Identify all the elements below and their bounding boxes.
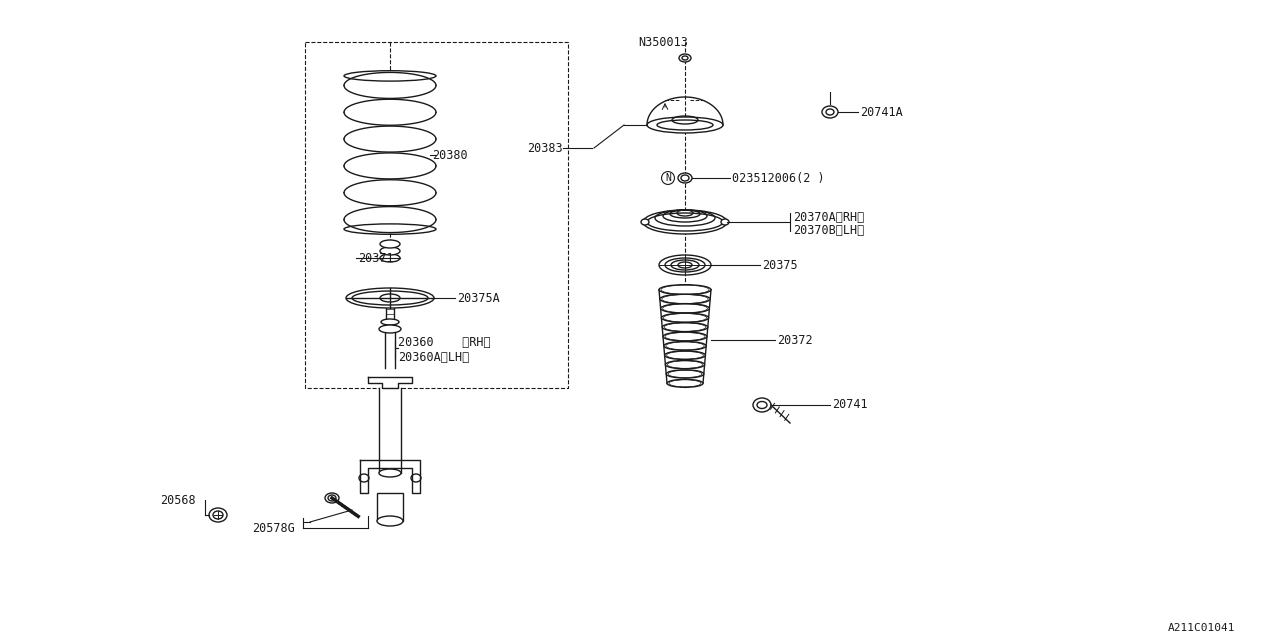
Text: 20578G: 20578G [252,522,294,534]
Ellipse shape [666,360,704,369]
Text: 20568: 20568 [160,493,196,506]
Bar [387,308,393,322]
Ellipse shape [380,247,401,255]
Text: 20375A: 20375A [457,291,499,305]
Text: N350013: N350013 [637,35,687,49]
Text: N: N [666,173,671,183]
Bar [378,493,403,521]
Text: 023512006(2 ): 023512006(2 ) [732,172,824,184]
Ellipse shape [666,370,704,378]
Text: 20371: 20371 [358,252,394,264]
Ellipse shape [378,516,403,526]
Ellipse shape [346,288,434,308]
Ellipse shape [678,54,691,62]
Text: 20741: 20741 [832,399,868,412]
Text: 20372: 20372 [777,333,813,346]
Ellipse shape [646,117,723,133]
Text: 20370B〈LH〉: 20370B〈LH〉 [794,223,864,237]
Ellipse shape [659,285,710,294]
Ellipse shape [643,210,727,234]
Ellipse shape [380,254,401,262]
Ellipse shape [209,508,227,522]
Text: 20360A〈LH〉: 20360A〈LH〉 [398,351,470,364]
Ellipse shape [380,240,401,248]
Text: 20370A〈RH〉: 20370A〈RH〉 [794,211,864,223]
Ellipse shape [664,351,705,360]
Text: 20383: 20383 [527,141,563,154]
Text: 20375: 20375 [762,259,797,271]
Ellipse shape [381,319,399,325]
Ellipse shape [659,294,710,304]
Ellipse shape [662,313,709,323]
Bar [379,388,401,473]
Ellipse shape [379,469,401,477]
Ellipse shape [822,106,838,118]
Text: 20741A: 20741A [860,106,902,118]
Ellipse shape [641,219,649,225]
Text: 20360    〈RH〉: 20360 〈RH〉 [398,335,490,349]
Ellipse shape [721,219,730,225]
Ellipse shape [662,323,708,332]
Ellipse shape [659,255,710,275]
Text: 20380: 20380 [433,148,467,161]
Ellipse shape [663,332,707,341]
Ellipse shape [325,493,339,503]
Ellipse shape [678,173,692,183]
Text: A211C01041: A211C01041 [1167,623,1235,633]
Ellipse shape [667,380,703,387]
Ellipse shape [660,303,709,313]
Ellipse shape [664,342,707,350]
Ellipse shape [753,398,771,412]
Ellipse shape [379,325,401,333]
Bar [385,322,396,368]
